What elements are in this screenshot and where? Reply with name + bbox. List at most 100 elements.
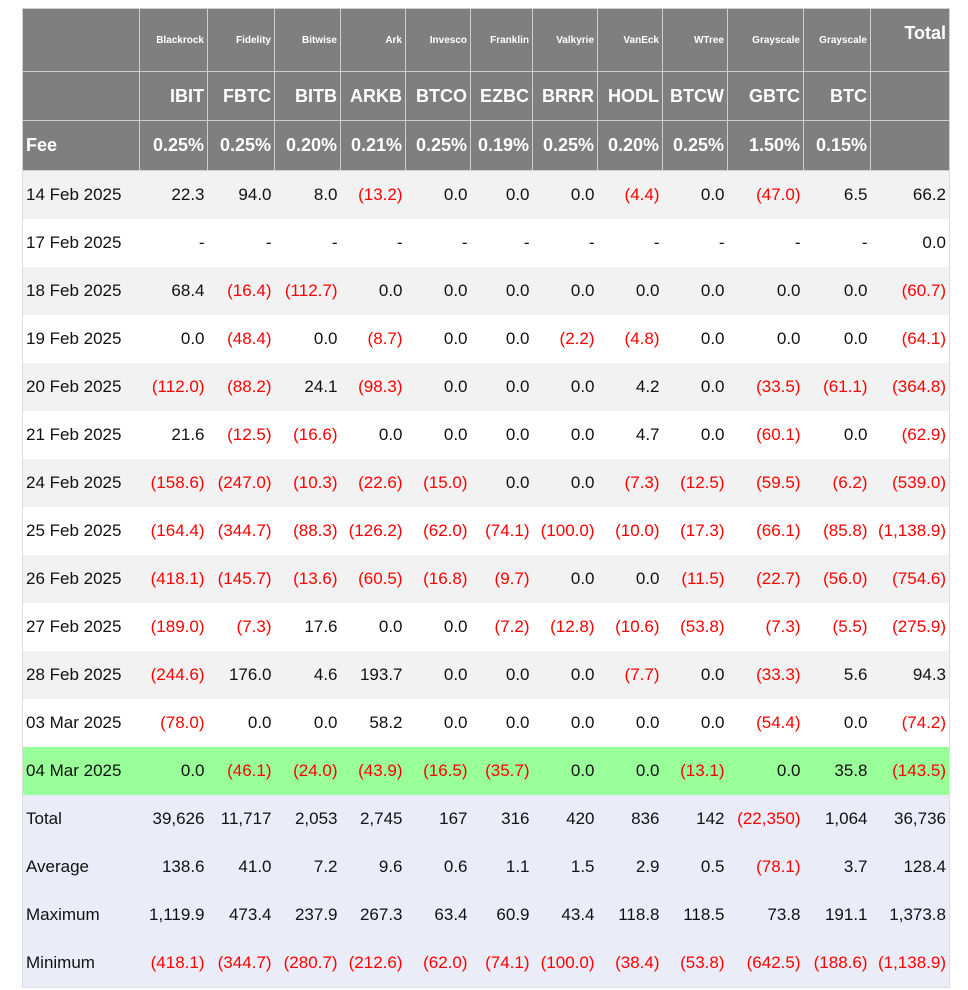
row-date: 27 Feb 2025 — [22, 603, 140, 651]
flow-cell: 0.0 — [340, 267, 406, 315]
flow-cell: 0.0 — [405, 603, 471, 651]
ticker-header: HODL — [597, 71, 663, 121]
flow-cell: (59.5) — [727, 459, 804, 507]
issuer-header: Grayscale — [803, 8, 871, 72]
summary-cell: 420 — [532, 795, 598, 843]
row-date: 14 Feb 2025 — [22, 170, 140, 219]
summary-cell: 60.9 — [470, 891, 533, 939]
summary-cell: (53.8) — [662, 939, 728, 988]
flow-cell: (98.3) — [340, 363, 406, 411]
summary-cell: 0.5 — [662, 843, 728, 891]
flow-cell: 0.0 — [405, 170, 471, 219]
flow-cell: (66.1) — [727, 507, 804, 555]
flow-cell: 0.0 — [662, 267, 728, 315]
fee-value: 0.19% — [470, 120, 533, 171]
fee-value: 0.25% — [662, 120, 728, 171]
summary-cell: 267.3 — [340, 891, 406, 939]
flow-cell: - — [207, 219, 275, 267]
flow-cell: (22.6) — [340, 459, 406, 507]
row-date: 28 Feb 2025 — [22, 651, 140, 699]
row-total-cell: (62.9) — [870, 411, 950, 459]
summary-cell: (74.1) — [470, 939, 533, 988]
summary-cell: 118.5 — [662, 891, 728, 939]
table-row: 27 Feb 2025 (189.0) (7.3) 17.6 0.0 0.0 (7.2) (1… — [22, 603, 950, 651]
table-row: 25 Feb 2025 (164.4) (344.7) (88.3) (126.2) (6… — [22, 507, 950, 555]
flow-cell: (7.2) — [470, 603, 533, 651]
summary-cell: 1,373.8 — [870, 891, 950, 939]
flow-cell: - — [727, 219, 804, 267]
summary-cell: 2,745 — [340, 795, 406, 843]
flow-cell: 0.0 — [532, 411, 598, 459]
flow-cell: 0.0 — [803, 699, 871, 747]
summary-cell: 167 — [405, 795, 471, 843]
fee-value: 0.20% — [274, 120, 341, 171]
summary-cell: 836 — [597, 795, 663, 843]
issuer-header: Franklin — [470, 8, 533, 72]
table-row: 03 Mar 2025 (78.0) 0.0 0.0 58.2 0.0 0.0 0.0 0.0 0… — [22, 699, 950, 747]
flow-cell: (418.1) — [139, 555, 208, 603]
flow-cell: 5.6 — [803, 651, 871, 699]
flow-cell: (5.5) — [803, 603, 871, 651]
ticker-header: FBTC — [207, 71, 275, 121]
flow-cell: 94.0 — [207, 170, 275, 219]
flow-cell: 0.0 — [470, 363, 533, 411]
flow-cell: (74.1) — [470, 507, 533, 555]
table-row: 14 Feb 2025 22.3 94.0 8.0 (13.2) 0.0 0.0 0.0 (4.… — [22, 170, 950, 219]
flow-cell: - — [405, 219, 471, 267]
row-total-cell: (60.7) — [870, 267, 950, 315]
table-row: 24 Feb 2025 (158.6) (247.0) (10.3) (22.6) (15… — [22, 459, 950, 507]
flow-cell: 0.0 — [340, 603, 406, 651]
row-total-cell: 66.2 — [870, 170, 950, 219]
flow-cell: 0.0 — [405, 315, 471, 363]
summary-cell: (62.0) — [405, 939, 471, 988]
flow-cell: 0.0 — [662, 170, 728, 219]
ticker-header: BTC — [803, 71, 871, 121]
row-date: 17 Feb 2025 — [22, 219, 140, 267]
ticker-header-row: IBIT FBTC BITB ARKB BTCO EZBC BRRR HODL BTCW GBTC… — [22, 71, 950, 121]
flow-cell: 0.0 — [662, 699, 728, 747]
issuer-header: Bitwise — [274, 8, 341, 72]
row-total-cell: (754.6) — [870, 555, 950, 603]
flow-cell: 0.0 — [405, 363, 471, 411]
flow-cell: 0.0 — [727, 267, 804, 315]
summary-cell: (38.4) — [597, 939, 663, 988]
flow-cell: 0.0 — [662, 315, 728, 363]
flow-cell: (7.3) — [597, 459, 663, 507]
flow-cell: 0.0 — [803, 315, 871, 363]
flow-cell: 0.0 — [532, 459, 598, 507]
flow-cell: 0.0 — [470, 699, 533, 747]
summary-cell: 3.7 — [803, 843, 871, 891]
summary-cell: 191.1 — [803, 891, 871, 939]
flow-cell: (12.5) — [662, 459, 728, 507]
flow-cell: 193.7 — [340, 651, 406, 699]
flow-cell: (13.2) — [340, 170, 406, 219]
etf-flows-table: Blackrock Fidelity Bitwise Ark Invesco Frankl… — [22, 8, 950, 988]
ticker-header: BITB — [274, 71, 341, 121]
flow-cell: (54.4) — [727, 699, 804, 747]
summary-cell: (1,138.9) — [870, 939, 950, 988]
flow-cell: (112.0) — [139, 363, 208, 411]
flow-cell: 0.0 — [597, 699, 663, 747]
summary-label: Average — [22, 843, 140, 891]
flow-cell: - — [803, 219, 871, 267]
row-date: 25 Feb 2025 — [22, 507, 140, 555]
flow-cell: (7.3) — [207, 603, 275, 651]
flow-cell: (16.4) — [207, 267, 275, 315]
flow-cell: (12.5) — [207, 411, 275, 459]
flow-cell: 0.0 — [662, 411, 728, 459]
summary-cell: 237.9 — [274, 891, 341, 939]
flow-cell: (7.7) — [597, 651, 663, 699]
table-row: 26 Feb 2025 (418.1) (145.7) (13.6) (60.5) (16… — [22, 555, 950, 603]
row-date: 24 Feb 2025 — [22, 459, 140, 507]
flow-cell: 0.0 — [139, 747, 208, 795]
flow-cell: (88.2) — [207, 363, 275, 411]
summary-cell: (100.0) — [532, 939, 598, 988]
flow-cell: (56.0) — [803, 555, 871, 603]
flow-cell: (164.4) — [139, 507, 208, 555]
summary-cell: (418.1) — [139, 939, 208, 988]
flow-cell: 0.0 — [532, 267, 598, 315]
ticker-header: BTCW — [662, 71, 728, 121]
row-date: 03 Mar 2025 — [22, 699, 140, 747]
issuer-header: Grayscale — [727, 8, 804, 72]
flow-cell: (100.0) — [532, 507, 598, 555]
